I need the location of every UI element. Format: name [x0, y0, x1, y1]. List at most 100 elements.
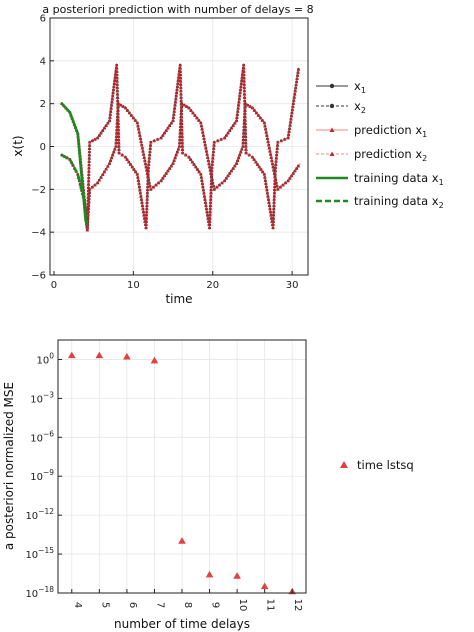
top-chart-point [148, 149, 152, 154]
top-chart-point [104, 167, 108, 171]
top-chart-point [115, 69, 119, 73]
top-chart-point [243, 138, 248, 142]
top-chart-point [242, 69, 246, 73]
bottom-chart-xtick-label: 12 [292, 599, 303, 612]
top-chart-point [137, 130, 142, 134]
top-chart-point [141, 149, 145, 153]
top-chart-point [237, 100, 241, 104]
top-chart-point [202, 139, 207, 144]
top-chart-point [120, 153, 125, 157]
bottom-chart-ytick-label: 10−18 [25, 585, 54, 600]
top-chart-point [209, 188, 213, 192]
top-chart-point [208, 210, 212, 214]
top-chart-point [201, 188, 206, 192]
top-chart-point [199, 172, 203, 176]
top-chart-point [270, 162, 275, 166]
top-chart-point [148, 184, 152, 188]
top-chart-point [273, 175, 277, 179]
top-chart-point [200, 127, 204, 131]
bottom-chart-xtick-label: 10 [237, 599, 248, 612]
top-chart-point [262, 121, 267, 125]
top-chart-point [242, 92, 247, 96]
top-chart-point [171, 118, 175, 123]
top-chart-point [224, 133, 229, 137]
top-chart-point [115, 76, 119, 80]
top-chart-point [195, 167, 200, 171]
top-chart-point [156, 181, 161, 185]
top-chart-point [209, 175, 214, 179]
top-chart-point [205, 152, 209, 156]
top-chart-point [273, 181, 277, 185]
top-chart-point [238, 91, 242, 95]
top-chart-point [87, 140, 92, 144]
top-chart-point [130, 165, 135, 169]
top-chart-point [265, 136, 270, 141]
top-chart-point [147, 153, 152, 157]
top-chart-point [179, 111, 184, 116]
top-chart-point [266, 139, 270, 144]
top-chart-point [180, 151, 185, 155]
top-chart-point [243, 131, 248, 135]
top-chart-point [272, 191, 277, 195]
top-chart-point [242, 85, 247, 90]
top-chart-point [263, 175, 267, 179]
top-chart-point [208, 207, 213, 211]
top-chart-series-line [60, 102, 87, 222]
top-chart-point [86, 198, 90, 203]
top-chart-point [115, 102, 120, 106]
top-chart-point [144, 210, 149, 214]
top-legend-marker [329, 103, 335, 109]
top-chart-point [178, 82, 183, 86]
top-chart-point [148, 143, 153, 147]
top-chart-point [97, 133, 102, 137]
top-chart-point [288, 176, 292, 180]
top-chart-point [200, 181, 205, 186]
top-chart-point [135, 172, 140, 176]
bottom-chart: 4 5 6 7 8 9 10 11 12 10010−310−610−910−1210−1510… [2, 339, 414, 631]
top-chart-point [112, 78, 117, 82]
top-chart-point [199, 175, 204, 179]
top-chart-point [164, 171, 169, 175]
top-chart-point [114, 141, 118, 145]
top-chart-point [189, 108, 193, 112]
top-chart-point [242, 82, 247, 86]
top-chart-point [215, 138, 220, 143]
top-chart-point [86, 202, 90, 206]
top-chart-point [179, 85, 183, 90]
top-chart-point [173, 156, 177, 160]
top-chart-point [116, 128, 121, 132]
top-chart-point [174, 94, 179, 98]
top-chart-point [128, 162, 133, 166]
top-chart-legend: x1 x2 prediction x1 prediction x2 training d… [316, 79, 444, 210]
top-chart-point [237, 94, 242, 98]
top-chart-point [271, 225, 275, 230]
top-chart-point [114, 66, 119, 70]
top-chart-point [288, 120, 293, 124]
top-chart-point [273, 178, 277, 182]
top-chart-point [121, 104, 125, 108]
top-chart-point [211, 146, 216, 150]
top-chart-point [145, 197, 149, 201]
top-chart-point [291, 104, 295, 109]
top-chart-point [179, 108, 184, 112]
top-chart-point [220, 181, 224, 185]
top-chart-point [240, 147, 244, 151]
top-chart-point [152, 138, 157, 143]
top-chart-point [149, 187, 153, 191]
top-chart-point [202, 194, 207, 198]
top-chart-point [110, 94, 115, 98]
top-chart-point [161, 176, 165, 180]
bottom-chart-ylabel: a posteriori normalized MSE [2, 382, 16, 550]
top-chart-point [234, 161, 239, 165]
top-chart-ytick-label: −6 [31, 271, 46, 282]
top-chart-point [271, 213, 276, 217]
top-chart-point [268, 152, 273, 156]
top-chart-point [210, 169, 214, 173]
top-chart-point [265, 133, 269, 137]
top-chart-point [174, 153, 179, 157]
top-chart-point [111, 87, 116, 92]
top-chart-point [144, 216, 149, 220]
top-chart-point [273, 162, 278, 167]
top-chart-point [144, 213, 149, 217]
top-chart-point [212, 187, 217, 191]
